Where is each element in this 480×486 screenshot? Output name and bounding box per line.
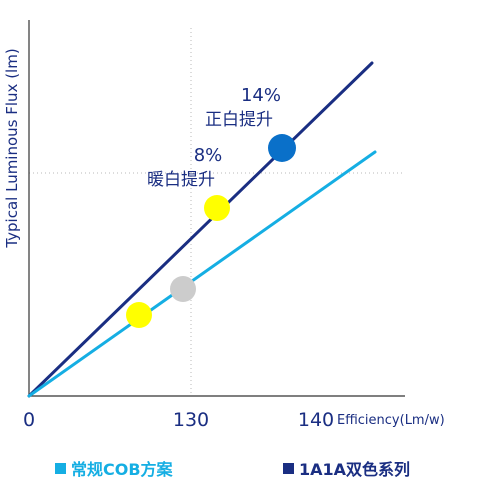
legend-label-bicolor: 1A1A双色系列 [299,460,411,479]
series-line-bicolor [27,61,374,398]
annotation-text: 正白提升 [205,110,273,130]
legend-swatch-bicolor [283,462,294,474]
annotation-text: 暖白提升 [147,170,215,190]
y-axis-label: Typical Luminous Flux (lm) [3,48,21,248]
yellow-marker-upper [204,195,230,221]
axes-layer [28,20,405,397]
series-layer [27,61,377,398]
series-line-conventional [27,150,377,398]
yellow-marker-lower [126,302,152,328]
text-layer: 0 130 140 Efficiency(Lm/w) Typical Luminous … [3,48,445,431]
annotation-percent: 14% [241,85,281,106]
x-axis-label: Efficiency(Lm/w) [337,413,445,428]
legend-label-conventional: 常规COB方案 [71,460,173,479]
blue-marker [268,134,296,162]
x-tick-label: 130 [173,409,209,431]
marker-layer [126,134,296,328]
legend-item-conventional: 常规COB方案 [55,456,173,480]
x-tick-label: 0 [23,409,35,431]
annotation-percent: 8% [194,145,223,166]
legend-item-bicolor: 1A1A双色系列 [283,456,410,480]
x-tick-label: 140 [298,409,334,431]
grid-layer [29,28,405,396]
light-grey-marker [170,276,196,302]
legend-swatch-conventional [55,462,66,474]
